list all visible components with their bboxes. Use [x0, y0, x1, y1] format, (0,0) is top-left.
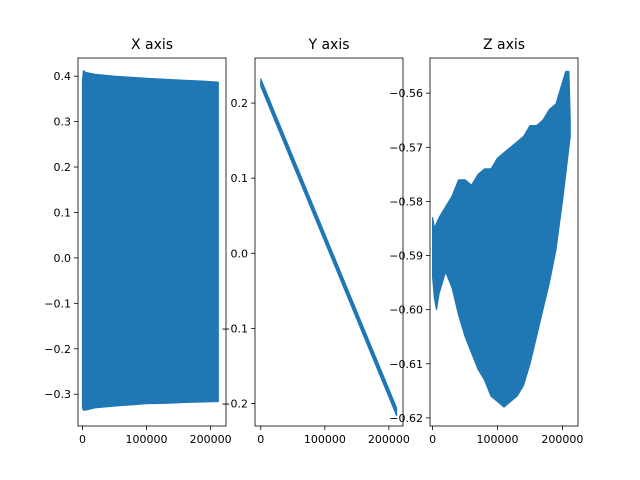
- z-axis-ytick-label: −0.61: [389, 358, 423, 371]
- x-axis-ytick-label: 0.3: [54, 116, 72, 129]
- y-axis-ytick-label: −0.1: [221, 322, 248, 335]
- y-axis-subplot: Y axis 0 100000 200000 −0.2 −0.1 0.0 0.1 0.2: [221, 37, 410, 446]
- y-axis-ytick-label: 0.0: [231, 247, 249, 260]
- y-axis-xtick-label: 200000: [368, 433, 410, 446]
- y-axis-ytick-label: 0.1: [231, 172, 249, 185]
- z-axis-ytick-label: −0.60: [389, 304, 423, 317]
- z-axis-ytick-label: −0.56: [389, 87, 423, 100]
- z-axis-subplot: Z axis 0 100000 200000 −0.62 −0.61 −0.60 −0.59 −…: [389, 37, 583, 446]
- x-axis-ytick-label: 0.1: [54, 206, 72, 219]
- y-axis-ytick-label: 0.2: [231, 97, 249, 110]
- x-axis-ytick-label: −0.3: [44, 388, 71, 401]
- z-axis-series-0: [432, 70, 571, 408]
- y-axis-xtick-label: 100000: [304, 433, 346, 446]
- x-axis-subplot: X axis 0 100000 200000 −0.3 −0.2 −0.1 0.0 0.1 0.2…: [44, 37, 231, 446]
- x-axis-xtick-label: 200000: [190, 433, 232, 446]
- x-axis-ytick-label: 0.0: [54, 252, 72, 265]
- y-axis-xtick-label: 0: [257, 433, 264, 446]
- z-axis-xtick-label: 100000: [477, 433, 519, 446]
- y-axis-frame: [254, 57, 404, 427]
- y-axis-title: Y axis: [307, 37, 349, 53]
- y-axis-series-0: [260, 78, 398, 417]
- x-axis-ytick-label: −0.2: [44, 343, 71, 356]
- z-axis-ytick-label: −0.62: [389, 412, 423, 425]
- z-axis-frame: [429, 57, 579, 427]
- x-axis-xtick-label: 100000: [126, 433, 168, 446]
- z-axis-ytick-label: −0.59: [389, 250, 423, 263]
- x-axis-series-0: [81, 70, 219, 411]
- z-axis-xtick-label: 200000: [541, 433, 583, 446]
- x-axis-title: X axis: [131, 37, 173, 53]
- z-axis-ytick-label: −0.58: [389, 195, 423, 208]
- x-axis-ytick-label: 0.2: [54, 161, 72, 174]
- z-axis-ytick-label: −0.57: [389, 141, 423, 154]
- y-axis-ytick-label: −0.2: [221, 397, 248, 410]
- x-axis-xtick-label: 0: [79, 433, 86, 446]
- x-axis-frame: [77, 57, 227, 427]
- x-axis-ytick-label: −0.1: [44, 297, 71, 310]
- z-axis-xtick-label: 0: [429, 433, 436, 446]
- x-axis-ytick-label: 0.4: [54, 70, 72, 83]
- z-axis-title: Z axis: [483, 37, 525, 53]
